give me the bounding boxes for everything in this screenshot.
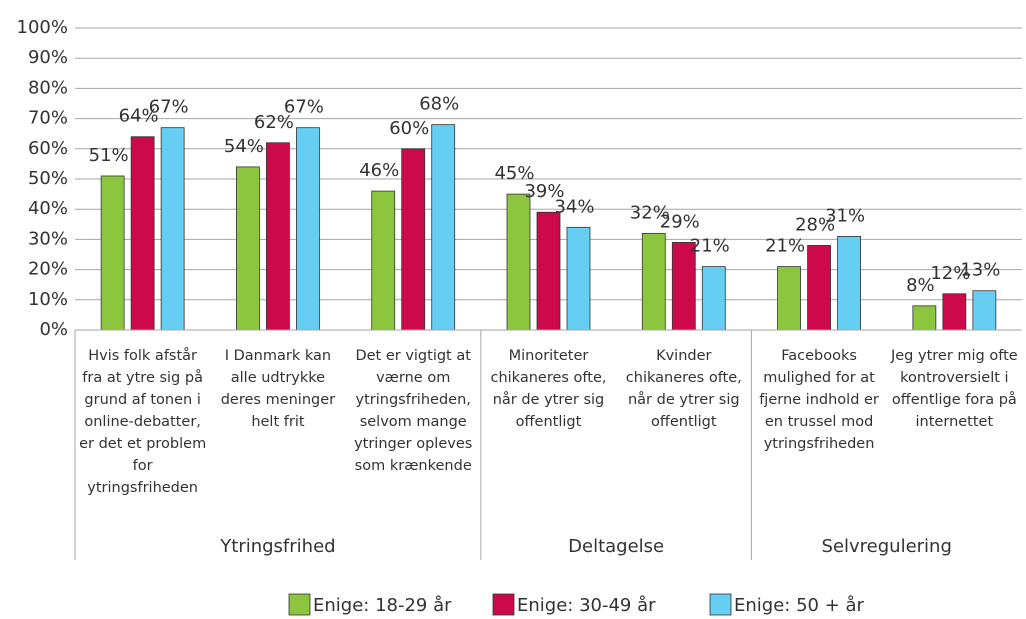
data-label: 67%	[284, 97, 324, 118]
x-tick-label: Minoriteter chikaneres ofte, når de ytre…	[490, 348, 607, 430]
bar	[401, 148, 426, 331]
group-label: Selvregulering	[822, 536, 952, 557]
bar	[100, 175, 125, 331]
data-label: 51%	[89, 145, 129, 166]
bar	[506, 193, 531, 331]
x-tick-label: Det er vigtigt at værne om ytringsfrihed…	[354, 348, 473, 474]
data-label: 29%	[660, 211, 700, 232]
group-label: Ytringsfrihed	[219, 536, 335, 557]
bar	[972, 290, 997, 331]
y-tick-label: 90%	[28, 47, 68, 68]
y-tick-label: 80%	[28, 77, 68, 98]
bar	[236, 166, 260, 331]
data-label: 34%	[554, 196, 594, 217]
data-label: 32%	[630, 202, 670, 223]
bar	[942, 293, 967, 331]
bar	[807, 245, 831, 331]
group-label: Deltagelse	[568, 536, 664, 557]
bar	[431, 124, 456, 331]
data-label: 62%	[254, 112, 294, 133]
bar	[371, 190, 396, 331]
y-tick-label: 60%	[28, 138, 68, 159]
x-tick-label: I Danmark kan alle udtrykke deres mening…	[220, 348, 336, 430]
y-tick-label: 30%	[28, 228, 68, 249]
bar	[296, 127, 320, 331]
bar	[536, 211, 561, 331]
legend-swatch	[709, 593, 732, 616]
data-label: 67%	[149, 97, 189, 118]
data-label: 68%	[419, 94, 459, 115]
bar	[266, 142, 290, 331]
x-tick-label: Jeg ytrer mig ofte kontroversielt i offe…	[890, 348, 1018, 430]
y-tick-label: 20%	[28, 259, 68, 280]
bar	[701, 266, 726, 331]
data-label: 54%	[224, 136, 264, 157]
legend-swatch	[492, 593, 515, 616]
bar	[641, 232, 666, 331]
legend-label: Enige: 50 + år	[734, 595, 865, 616]
data-label: 28%	[795, 214, 835, 235]
y-tick-label: 10%	[28, 289, 68, 310]
y-tick-label: 0%	[39, 319, 68, 340]
y-tick-label: 40%	[28, 198, 68, 219]
data-label: 39%	[524, 181, 564, 202]
bar	[777, 266, 801, 331]
y-tick-label: 50%	[28, 168, 68, 189]
bar	[130, 136, 155, 331]
data-label: 13%	[960, 260, 1000, 281]
x-tick-label: Kvinder chikaneres ofte, når de ytrer si…	[625, 348, 742, 430]
data-label: 46%	[359, 160, 399, 181]
data-label: 31%	[825, 205, 865, 226]
bar	[160, 127, 185, 331]
legend-swatch	[288, 593, 311, 616]
data-label: 12%	[930, 263, 970, 284]
data-label: 8%	[906, 275, 935, 296]
y-tick-label: 100%	[17, 17, 68, 38]
legend-label: Enige: 18-29 år	[313, 595, 452, 616]
data-label: 60%	[389, 118, 429, 139]
data-label: 21%	[690, 236, 730, 257]
data-label: 64%	[119, 106, 159, 127]
bar	[566, 226, 591, 331]
legend-label: Enige: 30-49 år	[517, 595, 656, 616]
bar	[837, 235, 861, 331]
x-tick-label: Facebooks mulighed for at fjerne indhold…	[759, 348, 879, 452]
x-tick-label: Hvis folk afstår fra at ytre sig på grun…	[79, 348, 207, 496]
data-label: 45%	[494, 163, 534, 184]
y-tick-label: 70%	[28, 108, 68, 129]
data-label: 21%	[765, 236, 805, 257]
bar	[912, 305, 937, 331]
